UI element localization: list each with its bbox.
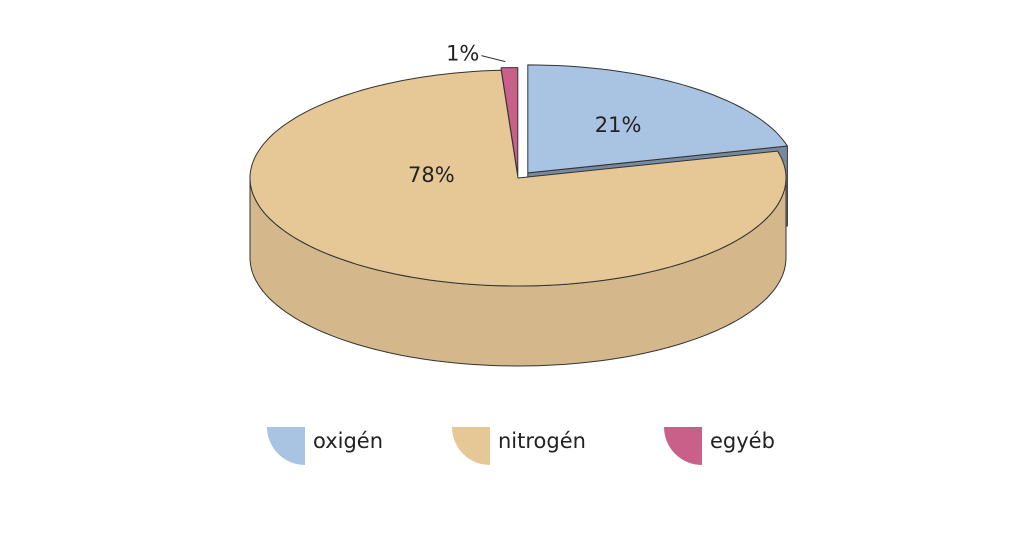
legend-swatch [664,427,702,465]
slice-top [527,64,788,174]
legend-label: egyéb [710,429,775,453]
legend-label: oxigén [313,429,383,453]
pie-slice [249,69,787,367]
data-label: 21% [595,113,642,137]
legend-swatch [267,427,305,465]
slice-top [249,69,787,287]
leader-line [481,55,506,63]
data-label: 78% [408,163,455,187]
data-label: 1% [446,42,479,66]
legend-label: nitrogén [498,429,586,453]
legend-swatch [452,427,490,465]
